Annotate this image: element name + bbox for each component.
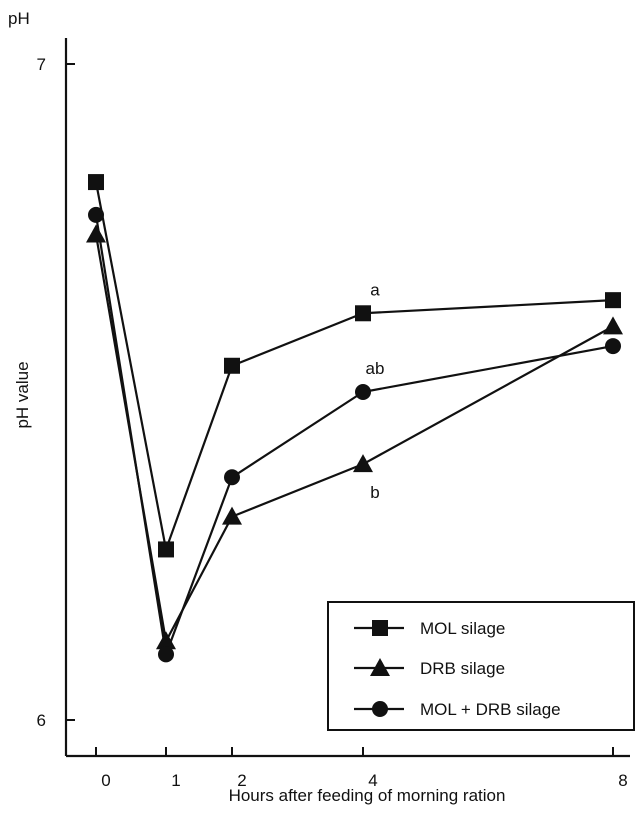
x-tick-label: 4 — [368, 771, 377, 790]
annotations: a ab b — [366, 280, 385, 502]
series-line-drb-silage — [94, 234, 614, 643]
data-point-mol-silage — [355, 305, 371, 322]
data-point-mol-silage — [158, 541, 174, 558]
significance-label: b — [370, 483, 379, 502]
data-point-mol-silage — [224, 357, 240, 374]
x-axis-title: Hours after feeding of morning ration — [229, 786, 506, 805]
legend-label: DRB silage — [420, 659, 505, 678]
legend-label: MOL silage — [420, 619, 505, 638]
x-tick-label: 8 — [618, 771, 627, 790]
y-axis-title: pH value — [13, 361, 32, 428]
data-point-drb-silage — [86, 224, 106, 243]
x-ticks: 0 1 2 4 8 — [95, 747, 628, 790]
x-tick-label: 0 — [101, 771, 110, 790]
y-unit-label: pH — [8, 9, 30, 28]
y-tick-label: 7 — [37, 55, 46, 74]
data-point-mol-drb-silage — [88, 206, 104, 223]
data-point-drb-silage — [156, 631, 176, 650]
data-point-drb-silage — [353, 454, 373, 473]
series-markers — [86, 174, 623, 663]
significance-label: a — [370, 280, 380, 299]
legend: MOL silage DRB silage MOL + DRB silage — [327, 601, 635, 731]
series-line-mol-drb-silage — [94, 214, 614, 656]
data-point-mol-drb-silage — [605, 338, 621, 355]
data-point-mol-silage — [605, 292, 621, 309]
data-point-mol-drb-silage — [355, 384, 371, 400]
data-point-mol-silage — [88, 174, 104, 191]
legend-marker-drb-silage — [370, 658, 390, 676]
legend-label: MOL + DRB silage — [420, 700, 561, 719]
data-point-drb-silage — [222, 506, 242, 525]
significance-label: ab — [366, 359, 385, 378]
data-point-mol-drb-silage — [158, 646, 174, 663]
data-point-drb-silage — [603, 316, 623, 335]
x-tick-label: 1 — [171, 771, 180, 790]
series-line-mol-silage — [94, 181, 614, 551]
series-lines — [94, 181, 614, 656]
y-tick-label: 6 — [37, 711, 46, 730]
data-point-mol-drb-silage — [224, 469, 240, 486]
x-tick-label: 2 — [237, 771, 246, 790]
y-ticks: 67 — [37, 55, 75, 730]
legend-marker-mol-drb-silage — [372, 701, 388, 717]
legend-marker-mol-silage — [372, 620, 388, 636]
